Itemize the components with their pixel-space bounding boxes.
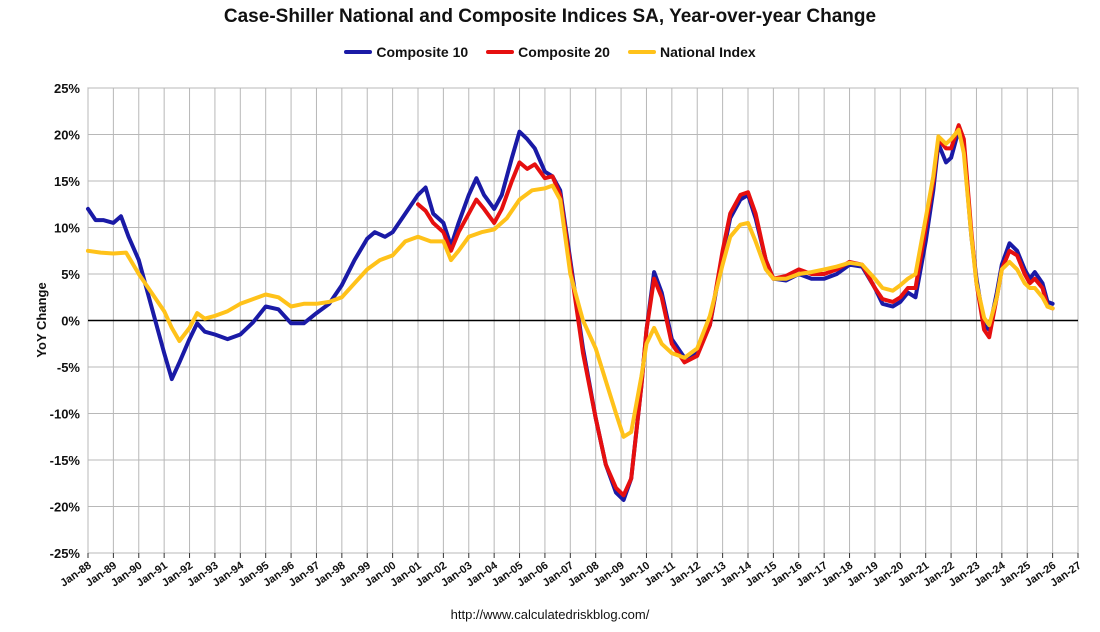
y-tick-label: -15% [50,453,81,468]
y-tick-label: 20% [54,128,80,143]
source-url: http://www.calculatedriskblog.com/ [450,607,650,622]
y-tick-label: 10% [54,221,80,236]
y-tick-label: -20% [50,500,81,515]
legend-swatch-composite-20 [486,50,515,54]
y-tick-label: -10% [50,407,81,422]
y-tick-label: 25% [54,81,80,96]
y-tick-label: 0% [61,314,80,329]
y-tick-label: -25% [50,546,81,561]
legend-label-national-index: National Index [659,44,756,60]
y-tick-label: 15% [54,174,80,189]
legend-label-composite-20: Composite 20 [518,44,610,60]
series-line-national-index [86,127,1055,439]
legend-item-national-index: National Index [627,44,756,60]
y-tick-label: -5% [57,360,81,375]
legend-swatch-composite-10 [344,50,373,54]
legend: Composite 10 Composite 20 National Index [0,44,1100,60]
legend-item-composite-10: Composite 10 [344,44,468,60]
y-tick-label: 5% [61,267,80,282]
legend-item-composite-20: Composite 20 [486,44,610,60]
legend-swatch-national-index [627,50,656,54]
legend-label-composite-10: Composite 10 [376,44,469,60]
chart-title: Case-Shiller National and Composite Indi… [223,6,877,27]
